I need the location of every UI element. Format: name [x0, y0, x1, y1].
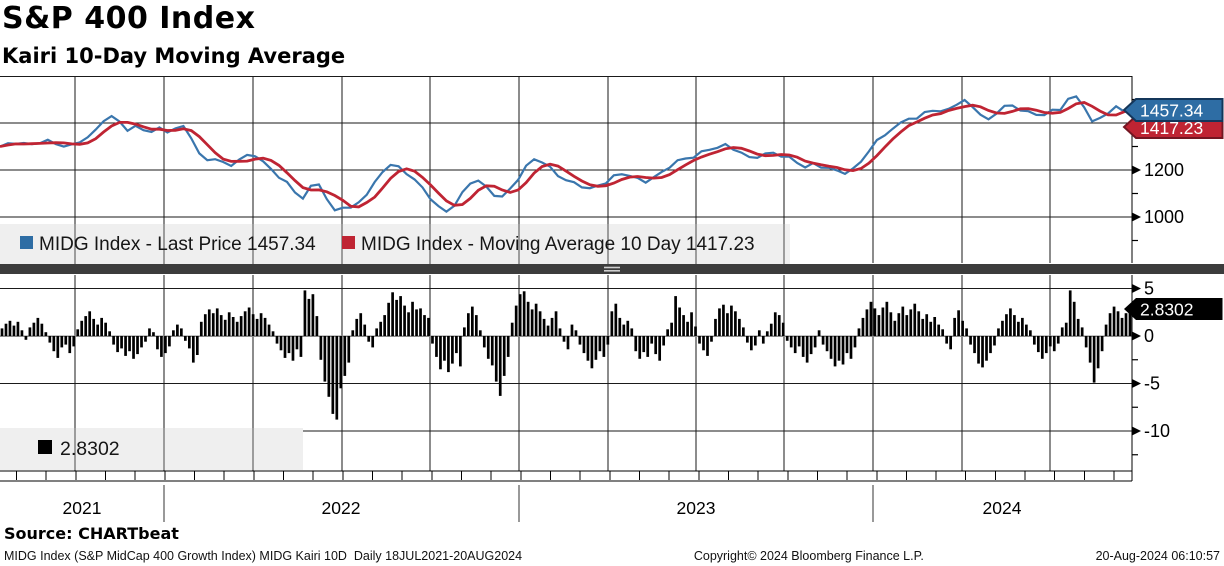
kairi-axis: 5 0 -5 -10 2.8302 [1124, 279, 1223, 456]
kairi-legend-swatch [38, 440, 52, 454]
separator-drag-handle[interactable] [604, 266, 620, 272]
kairi-axis-label: 0 [1144, 326, 1154, 346]
footer-security-info: MIDG Index (S&P MidCap 400 Growth Index)… [4, 549, 523, 563]
last-price-tag [1122, 98, 1224, 122]
x-axis-year-label: 2024 [983, 498, 1022, 518]
x-axis: 2021 2022 2023 2024 [0, 470, 1132, 522]
footer-meta-row: MIDG Index (S&P MidCap 400 Growth Index)… [4, 549, 1220, 563]
moving-average-tag-value: 1417.23 [1140, 118, 1203, 138]
price-lines [0, 95, 1133, 213]
footer-copyright: Copyright© 2024 Bloomberg Finance L.P. [693, 549, 924, 563]
price-axis-label: 1200 [1144, 160, 1184, 180]
moving-average-legend-label: MIDG Index - Moving Average 10 Day 1417.… [361, 234, 755, 255]
x-axis-year-label: 2023 [677, 498, 716, 518]
kairi-tag [1124, 298, 1223, 320]
price-axis: 1200 1000 [1132, 98, 1184, 242]
kairi-legend: 2.8302 [0, 428, 303, 470]
kairi-bars [0, 290, 1132, 420]
panel-separator [0, 264, 1224, 274]
moving-average-legend-swatch [342, 236, 355, 249]
last-price-line [0, 95, 1133, 213]
last-price-legend-label: MIDG Index - Last Price 1457.34 [39, 234, 316, 255]
last-price-tag-value: 1457.34 [1140, 101, 1204, 121]
source-line: Source: CHARTbeat [4, 524, 179, 543]
price-legend: MIDG Index - Last Price 1457.34 MIDG Inde… [0, 224, 790, 264]
footer-timestamp: 20-Aug-2024 06:10:57 [1095, 549, 1220, 563]
page-title: S&P 400 Index [2, 1, 256, 36]
kairi-tag-value: 2.8302 [1140, 300, 1194, 320]
page-subtitle: Kairi 10-Day Moving Average [2, 44, 346, 68]
kairi-legend-label: 2.8302 [60, 438, 120, 460]
x-axis-year-label: 2021 [63, 498, 102, 518]
last-price-legend-swatch [20, 236, 33, 249]
moving-average-line [0, 101, 1133, 209]
kairi-axis-label: 5 [1144, 279, 1154, 299]
price-axis-label: 1000 [1144, 207, 1184, 227]
kairi-axis-label: -10 [1144, 421, 1170, 441]
x-axis-year-label: 2022 [322, 498, 361, 518]
kairi-axis-label: -5 [1144, 374, 1160, 394]
